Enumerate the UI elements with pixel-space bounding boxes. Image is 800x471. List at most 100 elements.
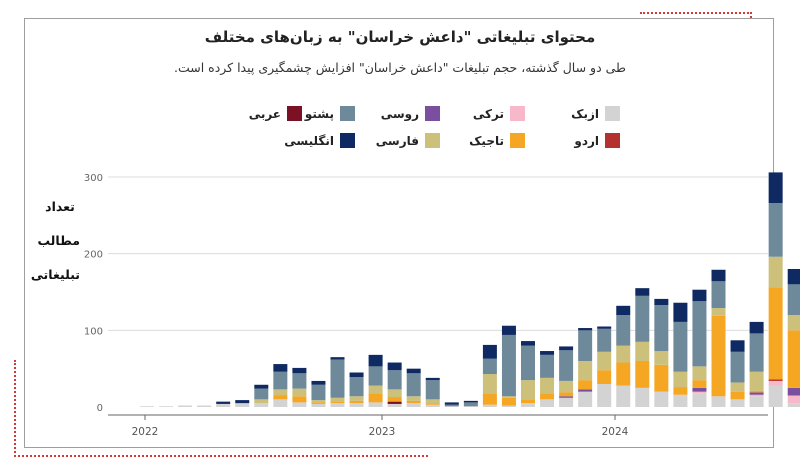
legend-label: روسی [380,106,419,121]
y-axis-label-line: تبلیغاتی [30,267,80,282]
bar-segment [616,315,631,346]
bar-segment [463,406,478,407]
bar-segment [787,315,800,331]
bar-segment [654,364,669,392]
bar-segment [635,361,650,388]
bar-segment [559,396,574,398]
legend-item-urdu: اردو [574,133,620,148]
bar-segment [521,380,535,400]
bar-segment [730,382,745,392]
bar-segment [330,401,345,404]
bar-segment [349,372,364,378]
bar-segment [559,380,574,393]
bar-segment [597,351,612,371]
bar-segment [559,350,574,381]
legend-swatch [287,106,302,121]
bar-segment [368,402,383,407]
legend-item-turkish: ترکی [473,106,525,121]
bar-segment [540,351,555,355]
bar-segment [616,362,631,386]
bar-segment [292,388,307,397]
bar-segment [711,396,726,407]
bar-segment [787,330,800,388]
bar-segment [140,406,154,407]
bar-segment [635,295,650,342]
bar-segment [711,308,726,316]
bar-segment [292,396,307,403]
legend-label: تاجیک [469,133,504,148]
bar-segment [368,354,383,367]
bar-segment [406,396,421,401]
bar-segment [616,345,631,363]
bar-segment [692,301,707,367]
bar-segment [349,377,364,397]
bar-segment [463,402,478,407]
bar-segment [768,256,783,288]
bar-segment [444,402,459,405]
bar-segment [654,391,669,407]
bar-segment [387,370,402,390]
y-tick-label: 200 [84,250,103,261]
legend-label: ترکی [472,106,504,121]
bar-segment [444,404,459,407]
bar-segment [540,399,555,407]
bar-segment [730,399,745,407]
bar-segment [292,402,307,407]
bar-segment [635,387,650,407]
bar-segment [254,399,269,404]
bar-segment [768,287,783,380]
bar-segment [425,377,440,381]
bar-segment [711,269,726,282]
bar-segment [273,389,288,396]
bar-segment [578,330,593,361]
bar-segment [387,397,402,402]
bar-segment [482,374,497,394]
bar-segment [616,305,631,315]
legend-item-english: انگلیسی [284,133,355,148]
x-tick-label: 2024 [602,426,629,438]
bar-segment [425,404,440,407]
legend-item-farsi: فارسی [376,133,440,148]
bar-segment [216,403,231,407]
bar-segment [749,321,764,334]
bar-segment [749,371,764,391]
bar-segment [692,391,707,394]
bar-segment [521,403,535,407]
bar-segment [406,368,421,374]
bar-segment [349,396,364,401]
bar-segment [673,371,688,388]
bar-segment [768,203,783,257]
bar-segment [711,315,726,397]
chart-title: محتوای تبلیغاتی "داعش خراسان" به زبان‌ها… [204,28,596,46]
bar-segment [216,401,231,404]
bar-segment [692,380,707,388]
bar-segment [578,389,593,392]
bar-segment [330,359,345,398]
bar-segment [406,403,421,407]
bar-segment [768,385,783,407]
bar-segment [540,354,555,378]
bar-segment [540,377,555,394]
bar-segment [273,371,288,390]
legend-swatch [510,133,525,148]
bar-segment [597,370,612,384]
bar-segment [501,397,516,406]
bar-segment [330,357,345,360]
bar-segment [673,321,688,372]
bar-segment [749,394,764,397]
bar-segment [597,384,612,407]
bar-segment [597,328,612,352]
bar-segment [311,400,326,403]
chart-legend: ازبک ترکی روسی پشتو عربی اردو تاجیک فارس… [249,100,620,160]
bar-segment [159,406,174,407]
bar-segment [311,403,326,407]
legend-item-tajik: تاجیک [469,133,525,148]
bar-segment [521,345,535,381]
bar-segment [692,289,707,302]
bar-segment [673,302,688,322]
y-axis-label: تعداد مطالب تبلیغاتی [30,190,80,292]
bar-segment [501,405,516,407]
legend-label: فارسی [375,133,419,148]
bar-segment [273,364,288,372]
legend-item-russian: روسی [381,106,440,121]
